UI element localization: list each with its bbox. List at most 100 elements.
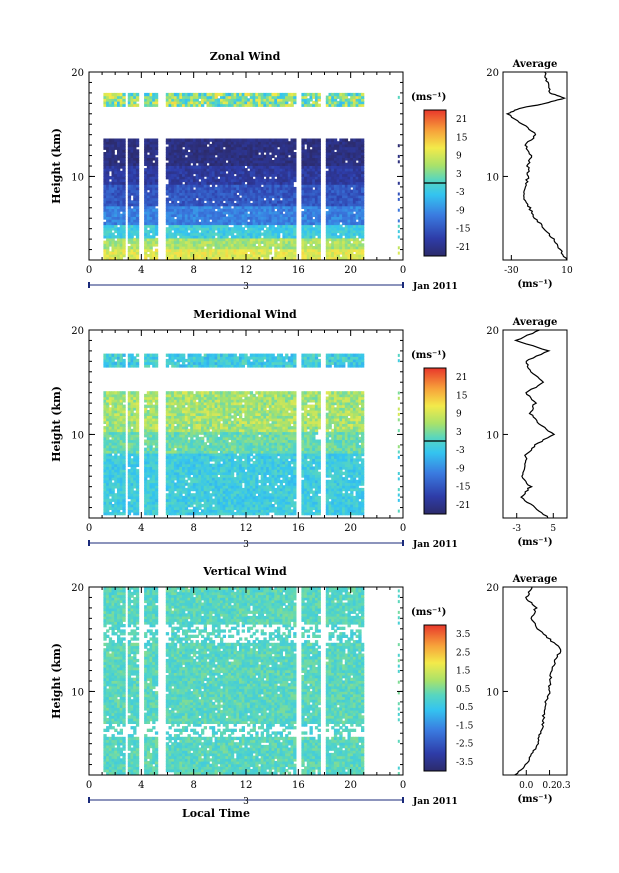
heatmap-cell <box>171 246 175 250</box>
heatmap-cell <box>263 189 267 193</box>
heatmap-cell <box>249 138 254 142</box>
heatmap-cell <box>119 401 123 406</box>
heatmap-cell <box>179 203 183 207</box>
heatmap-cell <box>333 208 338 212</box>
heatmap-cell <box>127 160 132 164</box>
heatmap-cell <box>195 154 199 158</box>
heatmap-cell <box>331 243 335 247</box>
heatmap-cell <box>309 203 313 207</box>
heatmap-cell <box>149 463 153 467</box>
heatmap-cell <box>149 498 153 502</box>
heatmap-cell <box>274 246 278 250</box>
heatmap-cell <box>274 232 278 236</box>
heatmap-cell <box>314 168 319 172</box>
heatmap-cell <box>355 216 359 220</box>
heatmap-cell <box>268 186 273 191</box>
heatmap-cell <box>314 165 319 169</box>
heatmap-cell <box>119 455 123 459</box>
heatmap-cell <box>130 391 134 395</box>
heatmap-cell <box>119 200 123 204</box>
heatmap-cell <box>144 477 148 481</box>
heatmap-cell <box>146 423 151 427</box>
heatmap-cell <box>176 178 180 183</box>
heatmap-cell <box>355 213 359 217</box>
heatmap-cell <box>309 184 313 188</box>
heatmap-cell <box>146 149 151 153</box>
heatmap-cell <box>117 485 121 489</box>
heatmap-cell <box>182 95 186 99</box>
heatmap-cell <box>154 95 159 99</box>
heatmap-cell <box>190 181 194 185</box>
heatmap-cell <box>133 243 137 247</box>
heatmap-cell <box>336 92 340 97</box>
heatmap-cell <box>171 100 175 105</box>
heatmap-cell <box>263 248 267 252</box>
heatmap-cell <box>114 396 118 400</box>
heatmap-cell <box>282 237 286 242</box>
heatmap-cell <box>135 178 140 183</box>
heatmap-cell <box>106 229 110 234</box>
heatmap-cell <box>135 162 140 166</box>
heatmap-cell <box>252 205 256 209</box>
heatmap-cell <box>236 221 240 226</box>
heatmap-cell <box>171 98 175 102</box>
heatmap-cell <box>133 219 137 223</box>
heatmap-cell <box>130 221 134 226</box>
heatmap-cell <box>293 178 297 183</box>
heatmap-cell <box>333 154 338 158</box>
heatmap-cell <box>103 498 107 502</box>
heatmap-cell <box>106 149 110 153</box>
heatmap-cell <box>152 216 156 220</box>
heatmap-cell <box>182 256 186 260</box>
heatmap-cell <box>317 178 321 183</box>
heatmap-cell <box>285 248 289 252</box>
heatmap-cell <box>331 254 335 258</box>
heatmap-cell <box>331 189 335 193</box>
heatmap-cell <box>119 197 123 201</box>
heatmap-cell <box>260 203 264 207</box>
heatmap-cell <box>111 361 115 365</box>
heatmap-cell <box>342 200 346 204</box>
heatmap-cell <box>352 243 357 247</box>
heatmap-cell <box>249 216 254 220</box>
heatmap-cell <box>255 170 259 175</box>
heatmap-cell <box>279 229 283 234</box>
heatmap-cell <box>176 141 180 145</box>
heatmap-cell <box>179 208 183 212</box>
heatmap-cell <box>168 160 172 164</box>
heatmap-cell <box>192 98 197 102</box>
heatmap-cell <box>103 396 107 400</box>
heatmap-cell <box>277 189 281 193</box>
heatmap-cell <box>233 154 237 158</box>
heatmap-cell <box>119 246 123 250</box>
heatmap-cell <box>271 189 275 193</box>
heatmap-cell <box>146 232 151 236</box>
heatmap-cell <box>268 211 273 215</box>
heatmap-cell <box>122 498 126 502</box>
heatmap-cell <box>122 434 126 438</box>
heatmap-cell <box>165 200 170 204</box>
heatmap-cell <box>333 152 338 156</box>
heatmap-cell <box>252 232 256 236</box>
heatmap-cell <box>103 138 107 142</box>
heatmap-cell <box>328 149 332 153</box>
heatmap-cell <box>293 92 297 97</box>
heatmap-cell <box>187 237 191 242</box>
heatmap-cell <box>217 254 221 258</box>
heatmap-cell <box>111 358 115 363</box>
heatmap-cell <box>247 205 251 209</box>
average-frame <box>502 71 568 261</box>
heatmap-cell <box>133 224 137 228</box>
heatmap-cell <box>130 418 134 422</box>
heatmap-cell <box>198 146 202 150</box>
heatmap-cell <box>135 353 140 357</box>
heatmap-cell <box>309 208 313 212</box>
heatmap-cell <box>203 205 207 209</box>
heatmap-cell <box>103 358 107 363</box>
heatmap-cell <box>268 251 273 255</box>
heatmap-cell <box>114 143 118 148</box>
heatmap-cell <box>271 138 275 142</box>
heatmap-cell <box>282 197 286 201</box>
heatmap-cell <box>127 423 132 427</box>
heatmap-cell <box>149 178 153 183</box>
